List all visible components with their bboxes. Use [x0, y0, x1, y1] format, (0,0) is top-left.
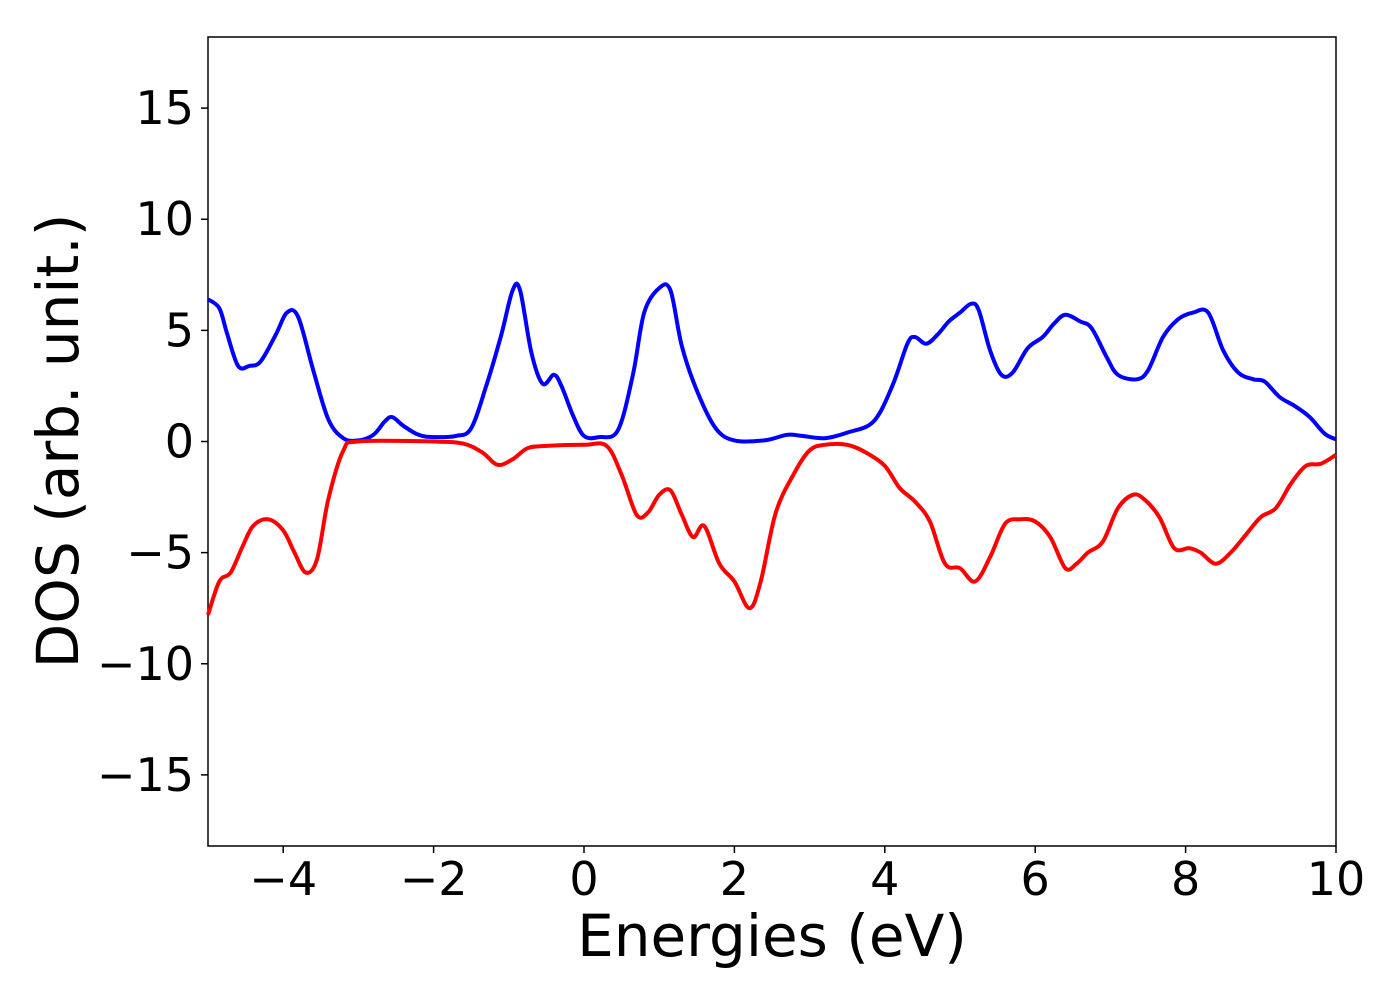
x-tick-label: −2: [400, 852, 468, 906]
x-tick-label: 10: [1307, 852, 1366, 906]
x-tick-label: 2: [720, 852, 749, 906]
series-layer: [206, 281, 1338, 616]
series-line-blue: [206, 281, 1337, 444]
y-tick-label: −15: [97, 748, 194, 802]
x-axis-ticks: −4 −2 0 2 4 6 8 10: [249, 846, 1365, 906]
y-tick-label: −10: [97, 637, 194, 691]
y-axis-ticks: 15 10 5 0 −5 −10 −15: [97, 81, 208, 802]
series-line-red: [206, 438, 1338, 616]
x-tick-label: 0: [569, 852, 598, 906]
x-axis-label: Energies (eV): [577, 902, 967, 970]
x-tick-label: −4: [249, 852, 317, 906]
y-tick-label: 15: [135, 81, 194, 135]
y-tick-label: 0: [165, 415, 194, 469]
x-tick-label: 6: [1021, 852, 1050, 906]
y-tick-label: 10: [135, 192, 194, 246]
y-tick-label: 5: [165, 303, 194, 357]
x-tick-label: 4: [870, 852, 899, 906]
x-tick-label: 8: [1171, 852, 1200, 906]
y-axis-label: DOS (arb. unit.): [24, 214, 92, 669]
y-tick-label: −5: [126, 526, 194, 580]
